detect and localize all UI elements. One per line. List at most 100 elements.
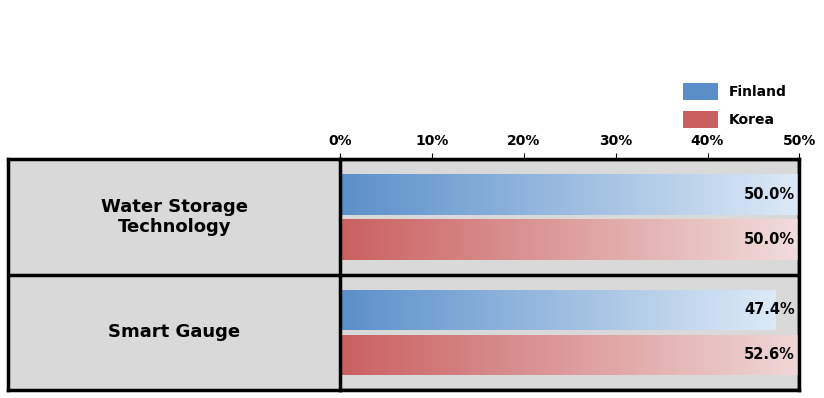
Bar xyxy=(608,219,610,259)
Bar xyxy=(781,174,783,215)
Bar xyxy=(515,174,517,215)
Bar xyxy=(363,290,364,330)
Bar xyxy=(461,174,463,215)
Bar xyxy=(687,290,689,330)
Bar xyxy=(503,174,504,215)
Bar xyxy=(553,174,555,215)
Bar xyxy=(641,335,643,375)
Bar xyxy=(530,219,531,259)
Bar xyxy=(760,174,761,215)
Bar xyxy=(628,290,630,330)
Bar xyxy=(533,174,535,215)
Bar xyxy=(672,290,674,330)
Bar xyxy=(568,290,569,330)
Bar xyxy=(677,219,679,259)
Bar xyxy=(529,335,531,375)
Bar xyxy=(606,174,608,215)
Bar xyxy=(596,219,597,259)
Bar xyxy=(582,174,584,215)
Bar xyxy=(523,290,525,330)
Bar xyxy=(537,290,539,330)
Bar xyxy=(383,219,385,259)
Bar xyxy=(803,335,804,375)
Bar xyxy=(571,174,574,215)
Bar xyxy=(374,335,376,375)
Bar xyxy=(583,335,585,375)
Bar xyxy=(382,219,383,259)
Bar xyxy=(344,174,345,215)
Bar xyxy=(595,335,597,375)
Bar xyxy=(789,335,791,375)
Bar xyxy=(342,219,344,259)
Bar xyxy=(747,335,749,375)
Bar xyxy=(423,290,424,330)
Bar xyxy=(481,174,483,215)
Bar xyxy=(550,290,552,330)
Bar xyxy=(448,335,450,375)
Bar xyxy=(597,335,598,375)
Bar xyxy=(558,290,559,330)
Bar xyxy=(398,335,400,375)
Bar xyxy=(401,290,403,330)
Bar xyxy=(362,174,363,215)
Bar xyxy=(665,174,667,215)
Bar xyxy=(600,335,602,375)
Bar xyxy=(396,219,397,259)
Bar xyxy=(703,290,705,330)
Bar xyxy=(719,290,720,330)
Bar xyxy=(365,290,367,330)
Bar xyxy=(371,335,372,375)
Bar xyxy=(722,290,723,330)
Bar xyxy=(458,219,460,259)
Bar xyxy=(746,219,747,259)
Bar xyxy=(393,290,395,330)
Bar xyxy=(442,219,443,259)
Bar xyxy=(539,219,541,259)
Bar xyxy=(608,174,610,215)
Bar xyxy=(632,290,634,330)
Bar xyxy=(697,174,699,215)
Bar xyxy=(380,219,382,259)
Bar xyxy=(597,174,599,215)
Bar xyxy=(485,290,487,330)
Bar xyxy=(552,290,554,330)
Bar xyxy=(558,174,559,215)
Bar xyxy=(524,174,526,215)
Bar xyxy=(391,174,393,215)
Bar xyxy=(714,290,716,330)
Bar xyxy=(599,174,601,215)
Bar xyxy=(531,335,532,375)
Bar xyxy=(758,174,760,215)
Bar xyxy=(396,335,397,375)
Bar xyxy=(667,219,668,259)
Bar xyxy=(740,219,742,259)
Bar xyxy=(579,219,581,259)
Bar xyxy=(408,335,410,375)
Bar xyxy=(413,290,414,330)
Bar xyxy=(366,335,368,375)
Bar xyxy=(656,174,658,215)
Bar xyxy=(431,219,433,259)
Bar xyxy=(560,174,563,215)
Bar xyxy=(698,335,700,375)
Bar xyxy=(506,335,508,375)
Bar xyxy=(407,290,409,330)
Bar xyxy=(419,290,420,330)
Bar xyxy=(426,219,428,259)
Bar xyxy=(349,174,351,215)
Bar xyxy=(788,335,789,375)
Bar xyxy=(503,219,504,259)
Bar xyxy=(780,219,781,259)
Bar xyxy=(466,335,468,375)
Bar xyxy=(619,290,620,330)
Bar xyxy=(783,174,784,215)
Bar xyxy=(614,335,616,375)
Bar xyxy=(752,290,754,330)
Bar xyxy=(556,219,558,259)
Bar xyxy=(353,219,354,259)
Bar xyxy=(733,335,735,375)
Bar xyxy=(544,219,545,259)
Bar xyxy=(629,335,630,375)
Bar xyxy=(452,335,453,375)
Bar xyxy=(423,335,424,375)
